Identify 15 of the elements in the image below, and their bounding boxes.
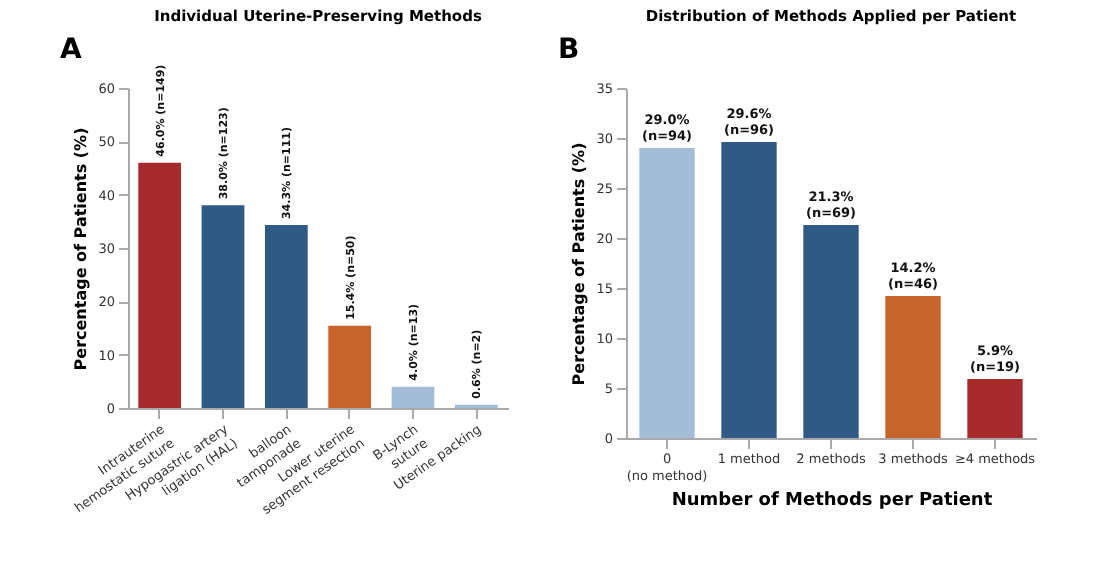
text: B [558, 34, 580, 66]
bar [138, 162, 182, 408]
bar [967, 379, 1023, 438]
bar [264, 225, 308, 408]
x-axis-title: Number of Methods per Patient [671, 491, 994, 511]
bar [201, 205, 245, 408]
y-axis-title: Percentage of Patients (%) [72, 127, 91, 371]
y-axis-title: Percentage of Patients (%) [570, 142, 589, 386]
text: A [60, 34, 82, 66]
bar [803, 225, 859, 438]
bar [391, 386, 435, 408]
bar [721, 142, 777, 438]
bar [328, 325, 372, 408]
bar [885, 296, 941, 438]
bar [639, 148, 695, 438]
